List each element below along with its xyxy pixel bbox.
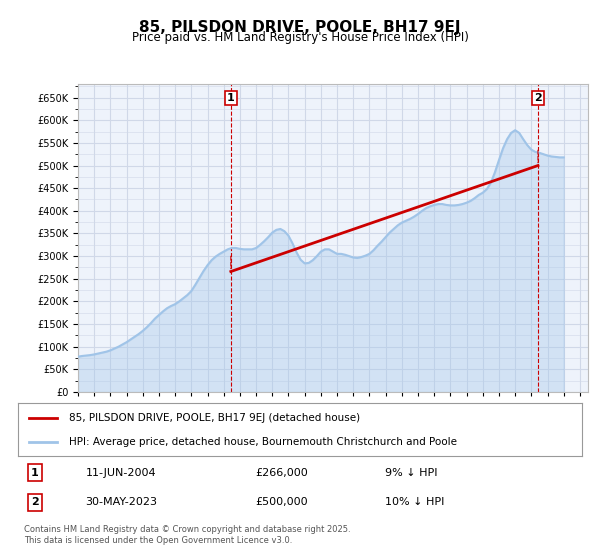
Text: HPI: Average price, detached house, Bournemouth Christchurch and Poole: HPI: Average price, detached house, Bour…: [69, 436, 457, 446]
Text: 10% ↓ HPI: 10% ↓ HPI: [385, 497, 444, 507]
Text: Contains HM Land Registry data © Crown copyright and database right 2025.
This d: Contains HM Land Registry data © Crown c…: [24, 525, 350, 545]
Text: 30-MAY-2023: 30-MAY-2023: [86, 497, 158, 507]
Text: 1: 1: [227, 93, 235, 103]
Text: 9% ↓ HPI: 9% ↓ HPI: [385, 468, 437, 478]
Text: 85, PILSDON DRIVE, POOLE, BH17 9EJ: 85, PILSDON DRIVE, POOLE, BH17 9EJ: [139, 20, 461, 35]
Text: £500,000: £500,000: [255, 497, 308, 507]
Text: £266,000: £266,000: [255, 468, 308, 478]
Text: 85, PILSDON DRIVE, POOLE, BH17 9EJ (detached house): 85, PILSDON DRIVE, POOLE, BH17 9EJ (deta…: [69, 413, 360, 423]
Text: 1: 1: [31, 468, 39, 478]
Text: 2: 2: [31, 497, 39, 507]
Text: 11-JUN-2004: 11-JUN-2004: [86, 468, 157, 478]
Text: 2: 2: [534, 93, 542, 103]
Text: Price paid vs. HM Land Registry's House Price Index (HPI): Price paid vs. HM Land Registry's House …: [131, 31, 469, 44]
